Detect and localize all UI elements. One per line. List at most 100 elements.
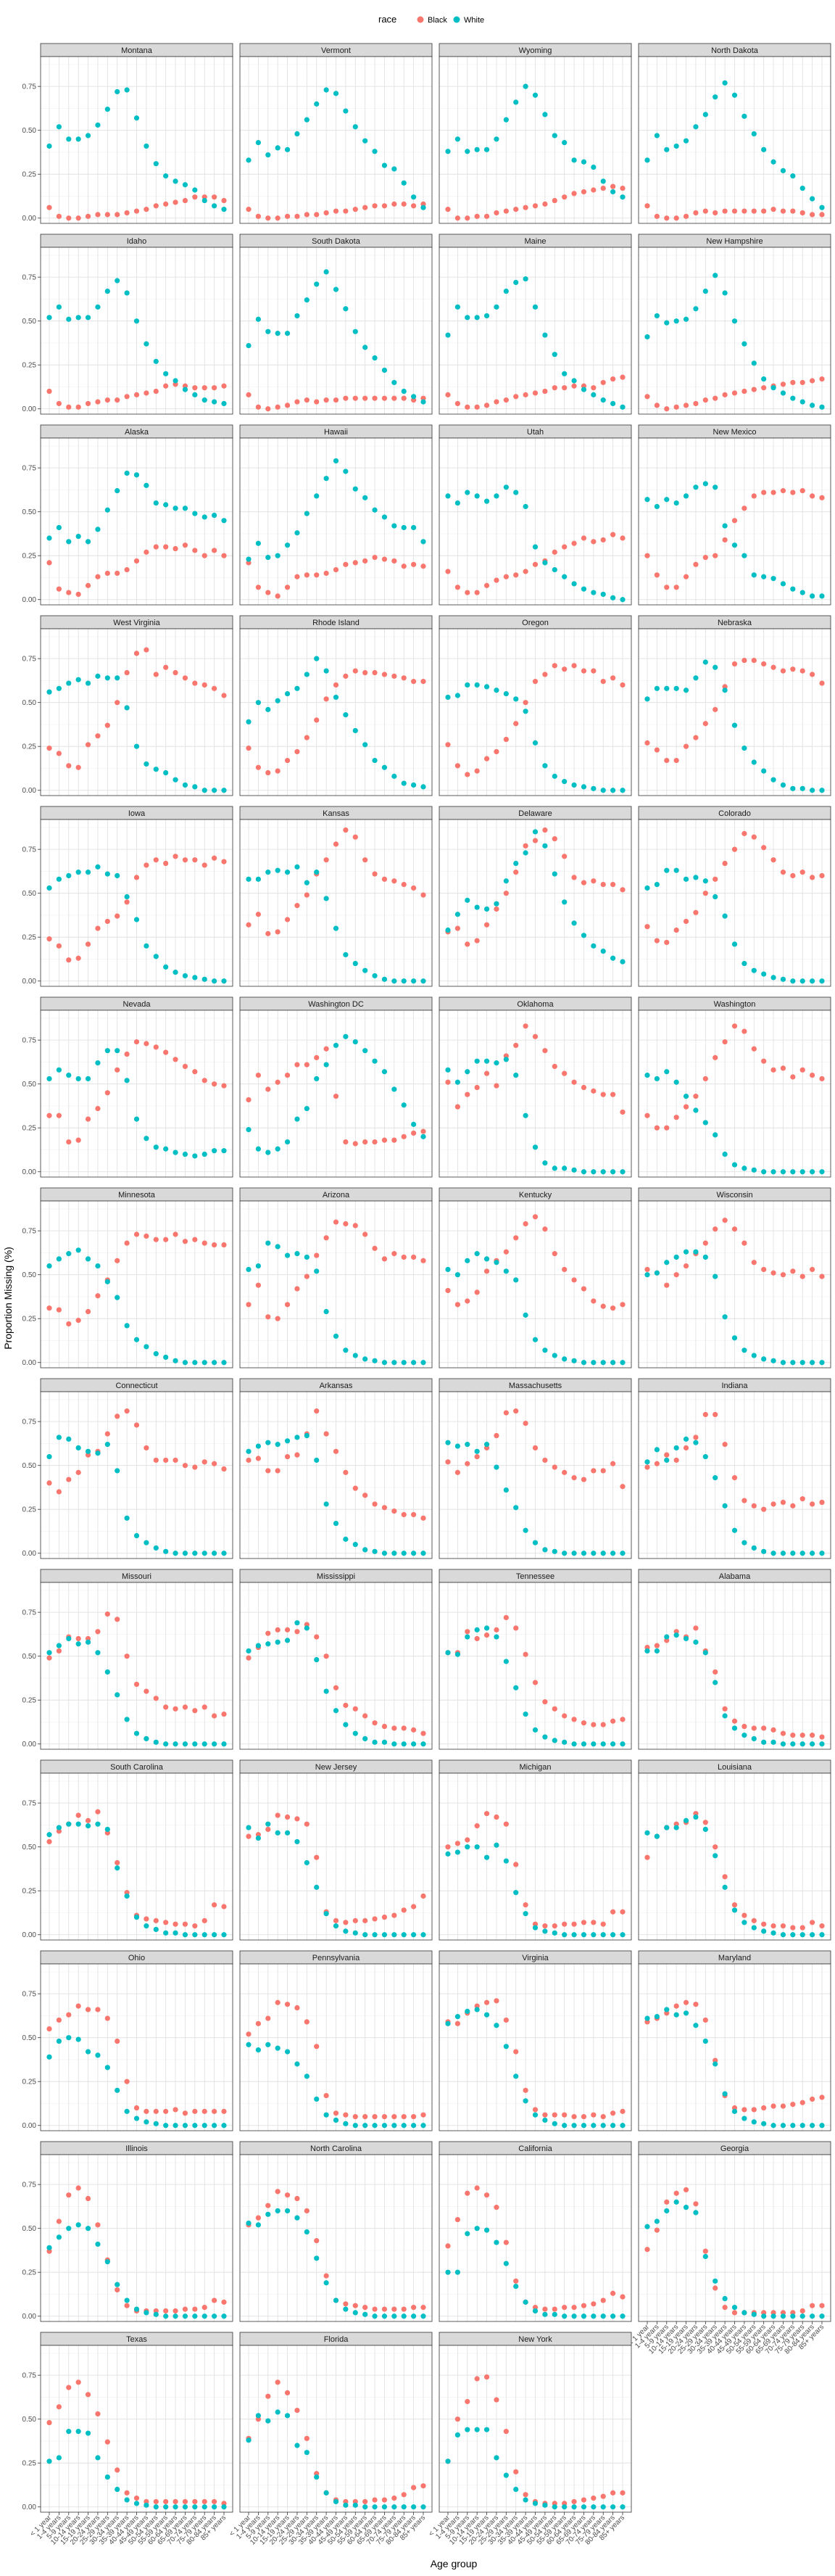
point-white bbox=[104, 107, 110, 112]
point-black bbox=[133, 875, 140, 880]
panel-michigan: Michigan bbox=[439, 1759, 632, 1941]
point-black bbox=[173, 545, 178, 552]
point-black bbox=[420, 679, 426, 685]
legend: race Black White bbox=[378, 14, 484, 25]
panel-border bbox=[638, 1010, 831, 1178]
point-black bbox=[644, 203, 650, 209]
point-white bbox=[352, 1353, 358, 1358]
point-white bbox=[372, 2313, 378, 2319]
point-white bbox=[552, 1353, 557, 1358]
point-black bbox=[343, 1920, 349, 1925]
point-white bbox=[713, 1680, 718, 1685]
point-black bbox=[304, 397, 310, 403]
point-white bbox=[454, 136, 460, 142]
point-black bbox=[75, 1812, 81, 1818]
point-black bbox=[352, 1141, 358, 1147]
point-white bbox=[465, 149, 470, 154]
point-white bbox=[343, 712, 349, 718]
point-white bbox=[552, 1930, 557, 1936]
point-black bbox=[542, 1699, 548, 1705]
point-black bbox=[445, 2243, 451, 2249]
point-black bbox=[454, 2020, 460, 2026]
point-white bbox=[221, 1551, 227, 1556]
point-black bbox=[85, 2007, 91, 2012]
point-black bbox=[600, 185, 606, 191]
point-black bbox=[581, 1286, 587, 1292]
point-white bbox=[221, 1932, 227, 1938]
point-white bbox=[751, 967, 757, 973]
point-white bbox=[819, 593, 825, 599]
point-white bbox=[133, 318, 140, 324]
point-white bbox=[591, 1169, 597, 1175]
point-white bbox=[465, 1258, 470, 1263]
panel-new-mexico: New Mexico bbox=[638, 424, 831, 606]
point-black bbox=[144, 1041, 149, 1046]
point-black bbox=[314, 1252, 320, 1258]
point-black bbox=[731, 208, 738, 214]
point-black bbox=[144, 1233, 149, 1239]
point-black bbox=[381, 1914, 388, 1920]
point-white bbox=[664, 2007, 670, 2012]
point-black bbox=[124, 2303, 130, 2308]
point-white bbox=[591, 164, 597, 170]
point-white bbox=[362, 2504, 368, 2510]
panel-border bbox=[40, 1391, 233, 1559]
point-black bbox=[610, 2110, 616, 2116]
point-white bbox=[46, 2054, 52, 2060]
point-black bbox=[780, 381, 786, 387]
point-black bbox=[532, 679, 539, 685]
point-black bbox=[673, 1272, 679, 1278]
point-black bbox=[75, 955, 81, 961]
point-white bbox=[163, 502, 169, 508]
point-white bbox=[683, 1635, 689, 1642]
point-white bbox=[391, 773, 397, 779]
point-black bbox=[411, 1254, 417, 1260]
point-black bbox=[673, 927, 679, 933]
point-black bbox=[391, 1912, 397, 1918]
point-white bbox=[343, 1928, 349, 1934]
point-black bbox=[255, 404, 261, 410]
point-black bbox=[751, 387, 757, 392]
point-black bbox=[620, 887, 626, 893]
panel-wyoming: Wyoming bbox=[439, 43, 632, 224]
point-white bbox=[401, 1360, 407, 1366]
point-black bbox=[474, 213, 480, 219]
point-white bbox=[751, 759, 757, 765]
point-black bbox=[115, 1413, 120, 1419]
point-white bbox=[483, 1442, 490, 1448]
point-black bbox=[66, 404, 72, 410]
point-black bbox=[713, 1411, 718, 1418]
point-white bbox=[571, 2313, 577, 2319]
point-black bbox=[333, 841, 339, 847]
point-white bbox=[265, 1240, 271, 1246]
point-black bbox=[333, 1448, 339, 1454]
point-white bbox=[275, 331, 281, 337]
point-white bbox=[284, 690, 291, 697]
point-black bbox=[212, 1242, 217, 1248]
point-black bbox=[352, 2114, 358, 2120]
point-white bbox=[391, 379, 397, 386]
point-black bbox=[494, 748, 499, 755]
point-white bbox=[465, 897, 470, 903]
point-black bbox=[620, 2294, 626, 2300]
point-black bbox=[474, 590, 480, 595]
point-white bbox=[600, 591, 606, 598]
point-white bbox=[799, 1741, 805, 1747]
point-black bbox=[75, 2379, 81, 2385]
point-black bbox=[401, 2306, 407, 2312]
point-white bbox=[255, 1443, 261, 1449]
point-white bbox=[343, 1033, 349, 1039]
point-black bbox=[411, 2305, 417, 2311]
point-black bbox=[571, 1921, 577, 1927]
point-black bbox=[124, 394, 130, 400]
point-white bbox=[474, 146, 480, 152]
point-black bbox=[445, 207, 451, 212]
point-white bbox=[503, 2472, 509, 2478]
point-white bbox=[202, 976, 207, 982]
point-black bbox=[265, 1630, 271, 1636]
point-white bbox=[542, 763, 548, 769]
panel-border bbox=[40, 1010, 233, 1178]
point-white bbox=[401, 1932, 407, 1938]
